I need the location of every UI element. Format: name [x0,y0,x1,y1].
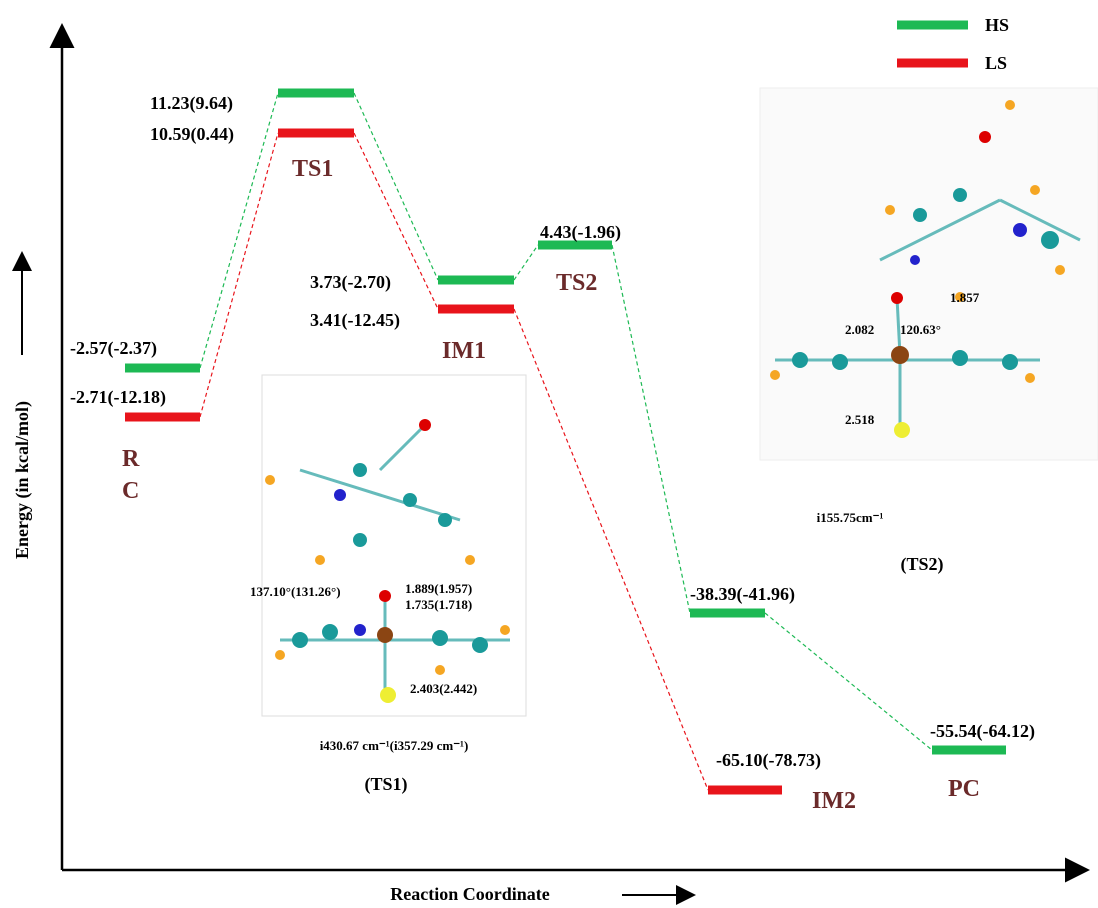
distance-label: 1.889(1.957) [405,581,472,596]
distance-label: 1.857 [950,290,980,305]
frequency-label: i155.75cm⁻¹ [817,510,884,525]
energy-label: 10.59(0.44) [150,124,234,145]
state-label: R C [122,443,142,507]
inset-caption: (TS1) [364,774,407,795]
x-label: Reaction Coordinate [390,884,549,904]
ts2-inset [760,88,1098,460]
energy-label: -38.39(-41.96) [690,584,795,605]
energy-diagram: Energy (in kcal/mol) Reaction Coordinate… [0,0,1098,908]
angle-label: 120.63° [900,322,941,337]
energy-label: -2.71(-12.18) [70,387,166,408]
distance-label: 2.403(2.442) [410,681,477,696]
energy-label: 3.73(-2.70) [310,272,391,293]
state-label: IM1 [442,338,486,364]
y-label: Energy (in kcal/mol) [12,401,33,559]
energy-label: -2.57(-2.37) [70,338,157,359]
distance-label: 1.735(1.718) [405,597,472,612]
state-label: PC [948,776,980,802]
ts1-inset [262,375,526,716]
state-label: IM2 [812,788,856,814]
distance-label: 2.518 [845,412,875,427]
energy-label: 3.41(-12.45) [310,310,400,331]
angle-label: 137.10°(131.26°) [250,584,341,599]
legend-label: HS [985,15,1009,35]
page: Energy (in kcal/mol) Reaction Coordinate… [0,0,1098,908]
energy-label: 11.23(9.64) [150,93,233,114]
energy-label: 4.43(-1.96) [540,222,621,243]
legend-label: LS [985,53,1007,73]
state-label: TS1 [292,156,333,182]
frequency-label: i430.67 cm⁻¹(i357.29 cm⁻¹) [320,738,469,753]
energy-label: -55.54(-64.12) [930,721,1035,742]
state-label: TS2 [556,270,597,296]
energy-label: -65.10(-78.73) [716,750,821,771]
distance-label: 2.082 [845,322,874,337]
inset-caption: (TS2) [900,554,943,575]
